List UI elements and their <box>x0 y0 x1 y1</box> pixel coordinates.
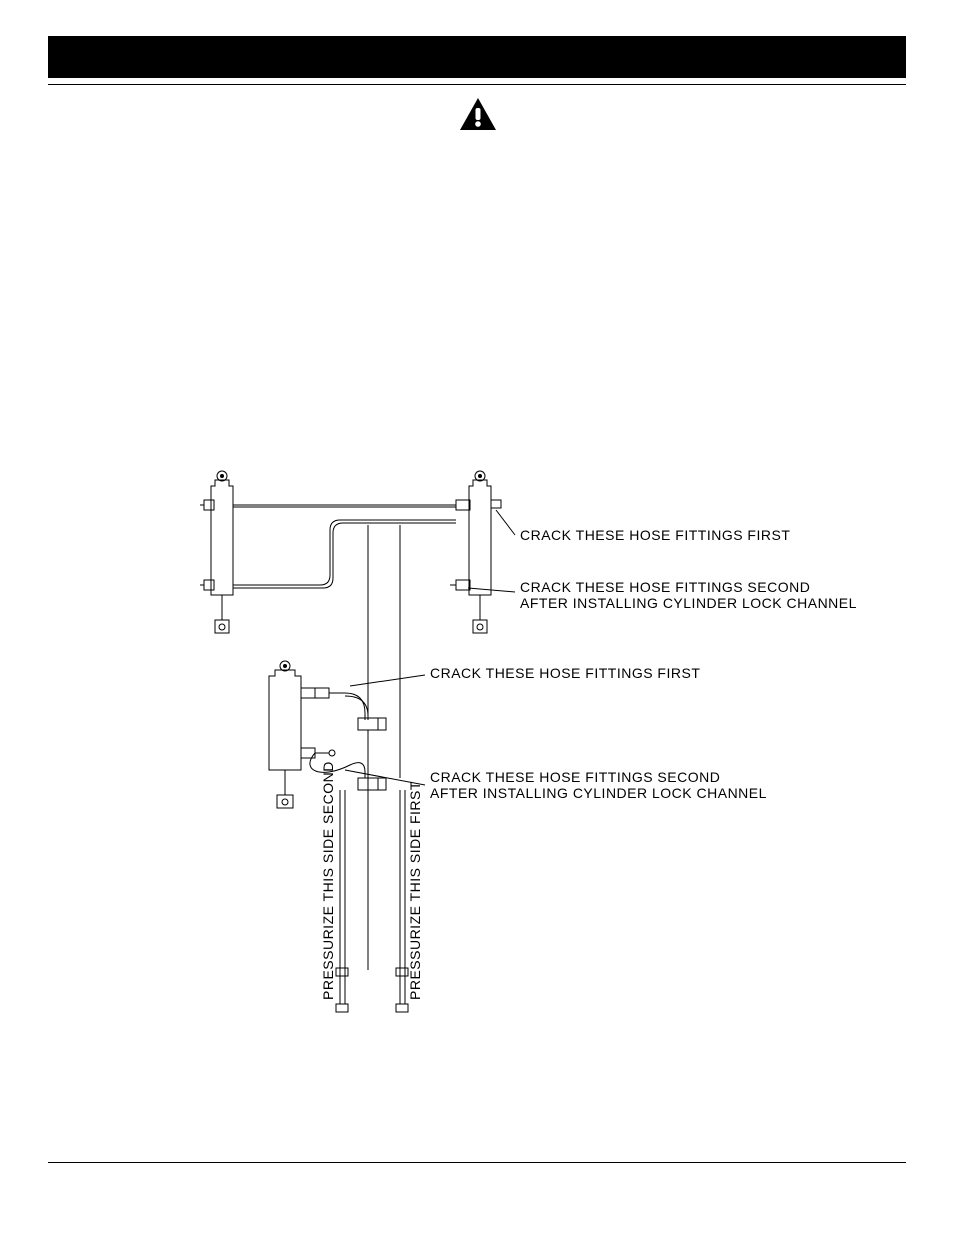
label-crack-second-top-l1: CRACK THESE HOSE FITTINGS SECOND <box>520 579 810 595</box>
label-pressurize-first: PRESSURIZE THIS SIDE FIRST <box>407 781 423 1000</box>
hydraulic-schematic-diagram: CRACK THESE HOSE FITTINGS FIRST CRACK TH… <box>200 470 900 1030</box>
label-crack-first-top: CRACK THESE HOSE FITTINGS FIRST <box>520 527 790 543</box>
top-hoses <box>200 505 456 588</box>
divider-under-header <box>48 84 906 85</box>
footer-divider <box>48 1162 906 1163</box>
label-crack-second-lower-l1: CRACK THESE HOSE FITTINGS SECOND <box>430 769 720 785</box>
warning-triangle-icon <box>458 96 498 132</box>
supply-lines <box>336 525 408 1012</box>
cylinder-top-left <box>200 471 233 633</box>
label-crack-second-top-l2: AFTER INSTALLING CYLINDER LOCK CHANNEL <box>520 595 857 611</box>
label-pressurize-second: PRESSURIZE THIS SIDE SECOND <box>320 761 336 1000</box>
label-crack-first-lower: CRACK THESE HOSE FITTINGS FIRST <box>430 665 700 681</box>
cylinder-top-right <box>450 471 501 633</box>
header-black-bar <box>48 36 906 78</box>
label-crack-second-lower-l2: AFTER INSTALLING CYLINDER LOCK CHANNEL <box>430 785 767 801</box>
